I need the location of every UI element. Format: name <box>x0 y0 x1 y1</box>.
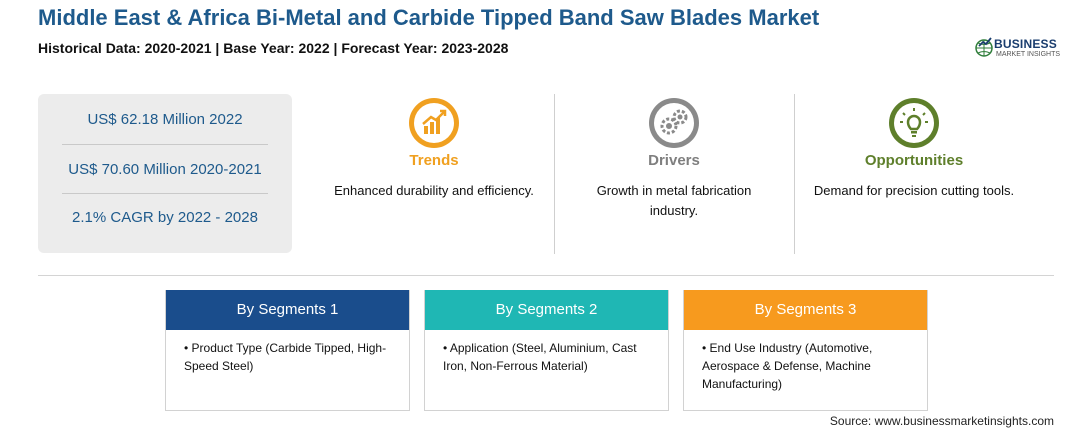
section-divider <box>38 275 1054 276</box>
segment-card-1: By Segments 1 • Product Type (Carbide Ti… <box>165 290 410 411</box>
segment-header-3: By Segments 3 <box>684 290 927 330</box>
logo-sub-text: MARKET INSIGHTS <box>996 51 1061 58</box>
segment-card-2: By Segments 2 • Application (Steel, Alum… <box>424 290 669 411</box>
segment-body-1: • Product Type (Carbide Tipped, High-Spe… <box>184 341 387 373</box>
column-divider <box>554 94 555 254</box>
feature-opportunities: Opportunities Demand for precision cutti… <box>798 96 1030 246</box>
trend-chart-icon <box>409 98 459 148</box>
feature-desc-opportunities: Demand for precision cutting tools. <box>813 183 1015 198</box>
stat-divider <box>62 193 268 194</box>
feature-desc-trends: Enhanced durability and efficiency. <box>334 183 534 198</box>
segment-body-3: • End Use Industry (Automotive, Aerospac… <box>702 341 873 391</box>
stat-market-size-2022: US$ 62.18 Million 2022 <box>87 111 243 128</box>
stat-market-size-historical: US$ 70.60 Million 2020-2021 <box>68 161 262 178</box>
logo-main-text: BUSINESS <box>994 37 1057 51</box>
column-divider <box>794 94 795 254</box>
feature-trends: Trends Enhanced durability and efficienc… <box>316 96 552 246</box>
logo-globe-icon <box>975 37 993 57</box>
key-stats-panel: US$ 62.18 Million 2022 US$ 70.60 Million… <box>38 94 292 253</box>
feature-label-drivers: Drivers <box>648 152 700 169</box>
stat-divider <box>62 144 268 145</box>
segment-card-3: By Segments 3 • End Use Industry (Automo… <box>683 290 928 411</box>
gears-icon <box>649 98 699 148</box>
segment-header-1: By Segments 1 <box>166 290 409 330</box>
feature-drivers: Drivers Growth in metal fabrication indu… <box>558 96 790 246</box>
feature-desc-drivers: Growth in metal fabrication industry. <box>596 183 752 218</box>
page-subtitle: Historical Data: 2020-2021 | Base Year: … <box>38 40 509 56</box>
feature-label-trends: Trends <box>409 152 459 169</box>
lightbulb-icon <box>889 98 939 148</box>
segment-body-2: • Application (Steel, Aluminium, Cast Ir… <box>443 341 637 373</box>
stat-cagr: 2.1% CAGR by 2022 - 2028 <box>72 209 258 226</box>
source-citation: Source: www.businessmarketinsights.com <box>829 414 1054 428</box>
feature-label-opportunities: Opportunities <box>864 152 964 169</box>
brand-logo: BUSINESS MARKET INSIGHTS <box>974 36 1064 62</box>
segment-header-2: By Segments 2 <box>425 290 668 330</box>
page-title: Middle East & Africa Bi-Metal and Carbid… <box>38 5 820 30</box>
